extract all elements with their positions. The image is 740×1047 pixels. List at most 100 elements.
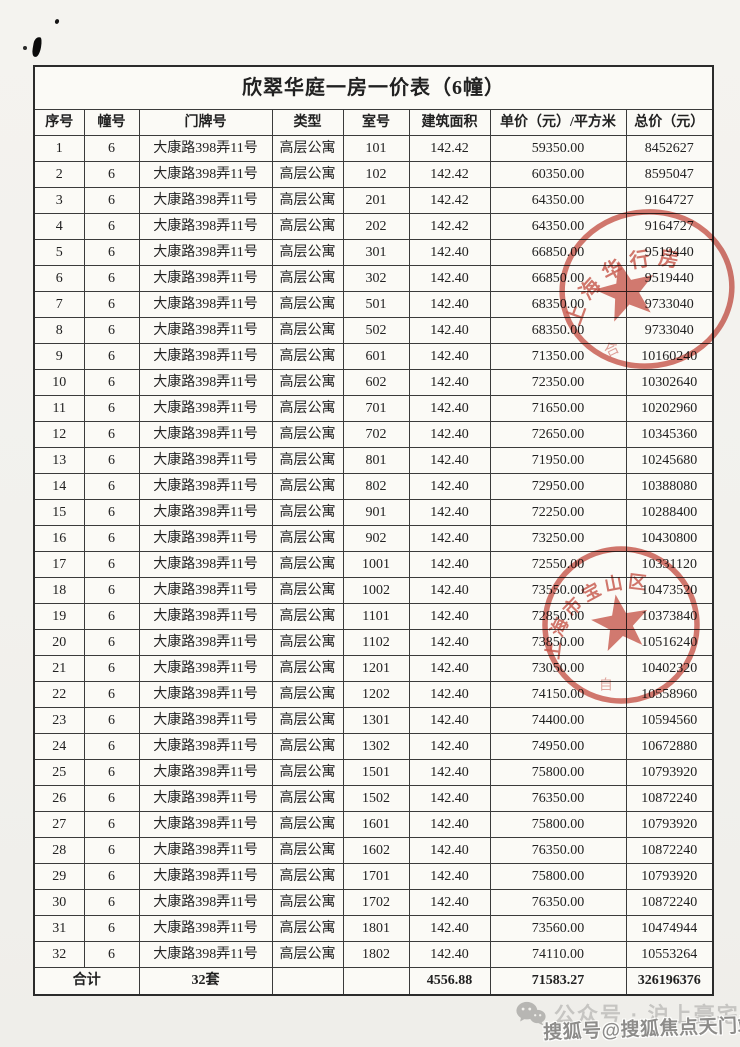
table-cell: 13 [33, 447, 85, 474]
table-cell: 32 [33, 941, 85, 968]
table-cell: 1801 [342, 915, 410, 942]
table-cell: 10245680 [625, 447, 714, 474]
table-cell: 31 [33, 915, 85, 942]
table-row: 1 6 大康路398弄11号 高层公寓 101 142.42 59350.00 8452627 [33, 135, 714, 162]
col-header-total-price: 总价（元） [625, 109, 714, 136]
table-cell: 大康路398弄11号 [138, 395, 273, 422]
table-cell: 75800.00 [489, 811, 627, 838]
table-row: 5 6 大康路398弄11号 高层公寓 301 142.40 66850.00 9519440 [33, 239, 714, 266]
table-cell: 142.42 [408, 161, 491, 188]
table-row: 3 6 大康路398弄11号 高层公寓 201 142.42 64350.00 9164727 [33, 187, 714, 214]
table-cell: 5 [33, 239, 85, 266]
table-cell: 6 [83, 941, 140, 968]
table-cell: 6 [83, 213, 140, 240]
table-cell: 74150.00 [489, 681, 627, 708]
table-cell: 901 [342, 499, 410, 526]
table-cell: 201 [342, 187, 410, 214]
table-cell: 75800.00 [489, 759, 627, 786]
table-cell: 1002 [342, 577, 410, 604]
table-cell: 73050.00 [489, 655, 627, 682]
table-row: 30 6 大康路398弄11号 高层公寓 1702 142.40 76350.00 10872… [33, 889, 714, 916]
table-cell: 大康路398弄11号 [138, 655, 273, 682]
table-cell: 大康路398弄11号 [138, 291, 273, 318]
table-cell: 59350.00 [489, 135, 627, 162]
table-row: 17 6 大康路398弄11号 高层公寓 1001 142.40 72550.00 10331… [33, 551, 714, 578]
table-cell: 高层公寓 [271, 343, 344, 370]
table-cell: 大康路398弄11号 [138, 187, 273, 214]
table-cell: 1802 [342, 941, 410, 968]
table-cell: 1 [33, 135, 85, 162]
table-cell: 6 [83, 707, 140, 734]
table-cell: 60350.00 [489, 161, 627, 188]
table-cell: 大康路398弄11号 [138, 811, 273, 838]
total-type-blank [271, 967, 344, 996]
table-cell: 72350.00 [489, 369, 627, 396]
table-cell: 大康路398弄11号 [138, 551, 273, 578]
table-cell: 71350.00 [489, 343, 627, 370]
table-cell: 142.42 [408, 135, 491, 162]
table-cell: 101 [342, 135, 410, 162]
table-cell: 9164727 [625, 213, 714, 240]
table-cell: 6 [83, 473, 140, 500]
table-row: 6 6 大康路398弄11号 高层公寓 302 142.40 66850.00 9519440 [33, 265, 714, 292]
table-cell: 701 [342, 395, 410, 422]
table-cell: 9 [33, 343, 85, 370]
table-cell: 高层公寓 [271, 447, 344, 474]
table-cell: 17 [33, 551, 85, 578]
table-cell: 6 [83, 577, 140, 604]
table-cell: 高层公寓 [271, 473, 344, 500]
wechat-watermark: 公众号 · 沪上豪宅 [516, 999, 740, 1029]
table-cell: 71650.00 [489, 395, 627, 422]
table-cell: 76350.00 [489, 889, 627, 916]
table-cell: 501 [342, 291, 410, 318]
table-cell: 6 [83, 317, 140, 344]
table-cell: 高层公寓 [271, 655, 344, 682]
table-cell: 68350.00 [489, 291, 627, 318]
table-cell: 高层公寓 [271, 759, 344, 786]
table-cell: 142.40 [408, 577, 491, 604]
ink-mark [23, 46, 27, 50]
price-table: 欣翠华庭一房一价表（6幢） 序号 幢号 门牌号 类型 室号 建筑面积 单价（元）… [33, 65, 714, 996]
table-cell: 142.40 [408, 343, 491, 370]
table-cell: 大康路398弄11号 [138, 915, 273, 942]
total-row: 合计 32套 4556.88 71583.27 326196376 [33, 967, 714, 996]
table-cell: 1701 [342, 863, 410, 890]
table-cell: 68350.00 [489, 317, 627, 344]
table-cell: 大康路398弄11号 [138, 499, 273, 526]
table-cell: 18 [33, 577, 85, 604]
table-cell: 大康路398弄11号 [138, 863, 273, 890]
ink-mark [54, 18, 60, 25]
table-row: 18 6 大康路398弄11号 高层公寓 1002 142.40 73550.00 10473… [33, 577, 714, 604]
table-cell: 10430800 [625, 525, 714, 552]
total-units: 32套 [138, 967, 273, 996]
table-cell: 23 [33, 707, 85, 734]
table-cell: 大康路398弄11号 [138, 603, 273, 630]
table-cell: 大康路398弄11号 [138, 343, 273, 370]
table-cell: 11 [33, 395, 85, 422]
col-header-area: 建筑面积 [408, 109, 491, 136]
table-cell: 6 [83, 395, 140, 422]
table-cell: 高层公寓 [271, 811, 344, 838]
table-cell: 6 [83, 655, 140, 682]
table-cell: 高层公寓 [271, 603, 344, 630]
table-cell: 8452627 [625, 135, 714, 162]
table-cell: 高层公寓 [271, 681, 344, 708]
total-room-blank [342, 967, 410, 996]
table-cell: 801 [342, 447, 410, 474]
table-cell: 大康路398弄11号 [138, 889, 273, 916]
table-cell: 4 [33, 213, 85, 240]
table-cell: 6 [83, 863, 140, 890]
table-cell: 902 [342, 525, 410, 552]
table-cell: 8595047 [625, 161, 714, 188]
table-cell: 10402320 [625, 655, 714, 682]
table-cell: 10872240 [625, 837, 714, 864]
table-cell: 142.40 [408, 447, 491, 474]
table-cell: 6 [83, 837, 140, 864]
table-cell: 142.40 [408, 915, 491, 942]
col-header-seq: 序号 [33, 109, 85, 136]
table-cell: 26 [33, 785, 85, 812]
table-row: 32 6 大康路398弄11号 高层公寓 1802 142.40 74110.00 10553… [33, 941, 714, 968]
table-cell: 高层公寓 [271, 395, 344, 422]
table-cell: 12 [33, 421, 85, 448]
